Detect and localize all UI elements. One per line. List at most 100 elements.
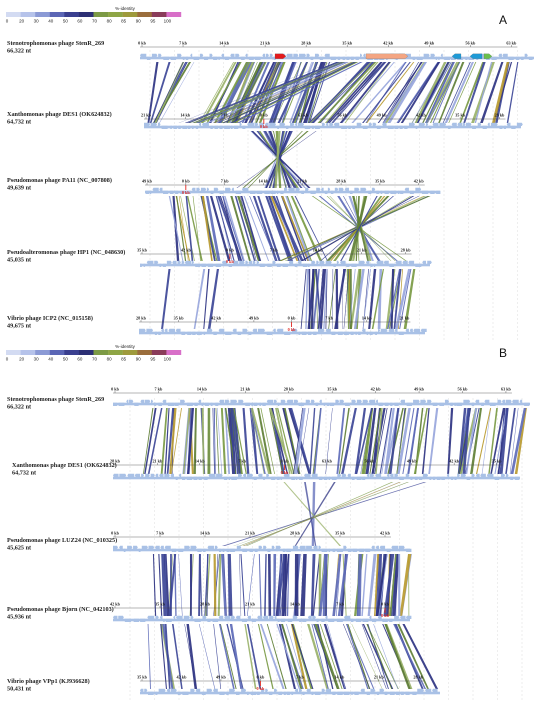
gene-arrow [277,402,281,406]
gene-arrow [174,476,178,480]
scale-swatch [78,350,94,355]
tick-label: 49 kb [414,386,425,391]
gene-arrow [127,473,135,477]
similarity-link [189,554,193,616]
tick-label: 21 kb [374,674,385,679]
gene-arrow [283,473,290,477]
gene-arrow [192,331,197,335]
tick-label: 0 kb [281,458,289,463]
similarity-link [286,196,313,261]
tick-label: 42 kb [380,530,391,535]
gene-arrow [169,190,175,194]
gene-arrow [328,618,336,622]
genome-backbone [113,476,520,480]
gene-arrow [413,328,421,332]
genome-size: 50,431 nt [7,686,32,693]
similarity-link [407,408,419,474]
similarity-link [257,624,274,689]
similarity-link [147,408,163,474]
tick-label: 0 kb [111,530,119,535]
gene-arrow [520,56,524,60]
gene-arrow [453,402,456,406]
gene-arrow [327,476,331,480]
gene-arrow [336,548,343,552]
similarity-link [158,554,163,616]
similarity-link [178,62,333,123]
gene-arrow [369,331,374,335]
similarity-link [243,196,270,261]
gene-arrow [202,548,207,552]
gene-arrow [440,53,443,57]
gene-arrow [118,615,124,619]
gene-arrow [447,125,451,129]
similarity-link [411,62,450,123]
gene-arrow [330,56,337,60]
similarity-link [319,269,327,329]
gene-arrow [523,402,530,406]
gene-arrow [446,473,450,477]
gene-arrow [218,548,223,552]
gene-arrow [124,618,132,622]
tick-label: 7 kb [336,601,344,606]
gene-arrow [181,125,188,129]
similarity-link [222,196,244,261]
tick-label: 35 kb [455,112,466,117]
similarity-link [403,269,416,329]
scale-tick: 70 [92,357,98,362]
gene-arrow [385,548,391,552]
similarity-link [186,62,340,123]
gene-arrow [140,399,145,403]
gene-arrow [195,263,201,267]
gene-arrow [415,125,419,129]
gene-arrow [271,545,275,549]
gene-arrow [367,190,372,194]
gene-arrow [360,187,367,191]
gene-arrow [294,122,298,126]
gene-arrow [405,473,410,477]
tick-label: 42 kb [181,247,192,252]
similarity-link [308,269,311,329]
tick-label: 56 kb [364,458,375,463]
scale-swatch [64,350,80,355]
highlighted-gene [483,53,493,59]
similarity-link [480,62,504,123]
gene-arrow [371,545,375,549]
gene-arrow [350,618,355,622]
tick-label: 28 kb [301,40,312,45]
genome-backbone [144,125,521,129]
scale-tick: 95 [150,357,156,362]
gene-arrow [202,615,207,619]
gene-arrow [355,331,358,335]
gene-arrow [331,476,337,480]
similarity-link [193,408,197,474]
gene-arrow [307,263,311,267]
gene-arrow [138,548,142,552]
tick-label: 14 kb [290,601,301,606]
gene-arrow [181,331,186,335]
tick-label: 35 kb [155,601,166,606]
gene-arrow [314,53,320,57]
gene-arrow [497,399,502,403]
gene-arrow [257,615,263,619]
gene-arrow [405,402,413,406]
similarity-link [373,624,399,689]
gene-arrow [347,548,352,552]
gene-arrow [388,328,395,332]
gene-arrow [309,190,316,194]
gene-arrow [258,402,261,406]
gene-arrow [449,402,453,406]
gene-arrow [411,56,416,60]
gene-arrow [349,190,354,194]
similarity-link [239,554,242,616]
gene-arrow [362,399,369,403]
gene-arrow [418,476,423,480]
tick-label: 49 kb [377,112,388,117]
similarity-link [470,408,483,474]
gene-arrow [380,190,384,194]
highlighted-gene [451,53,462,59]
gene-arrow [157,402,162,406]
gene-arrow [186,402,193,406]
gene-arrow [506,122,511,126]
tick-label: 21 kb [260,40,271,45]
tick-label: 35 kb [375,178,386,183]
